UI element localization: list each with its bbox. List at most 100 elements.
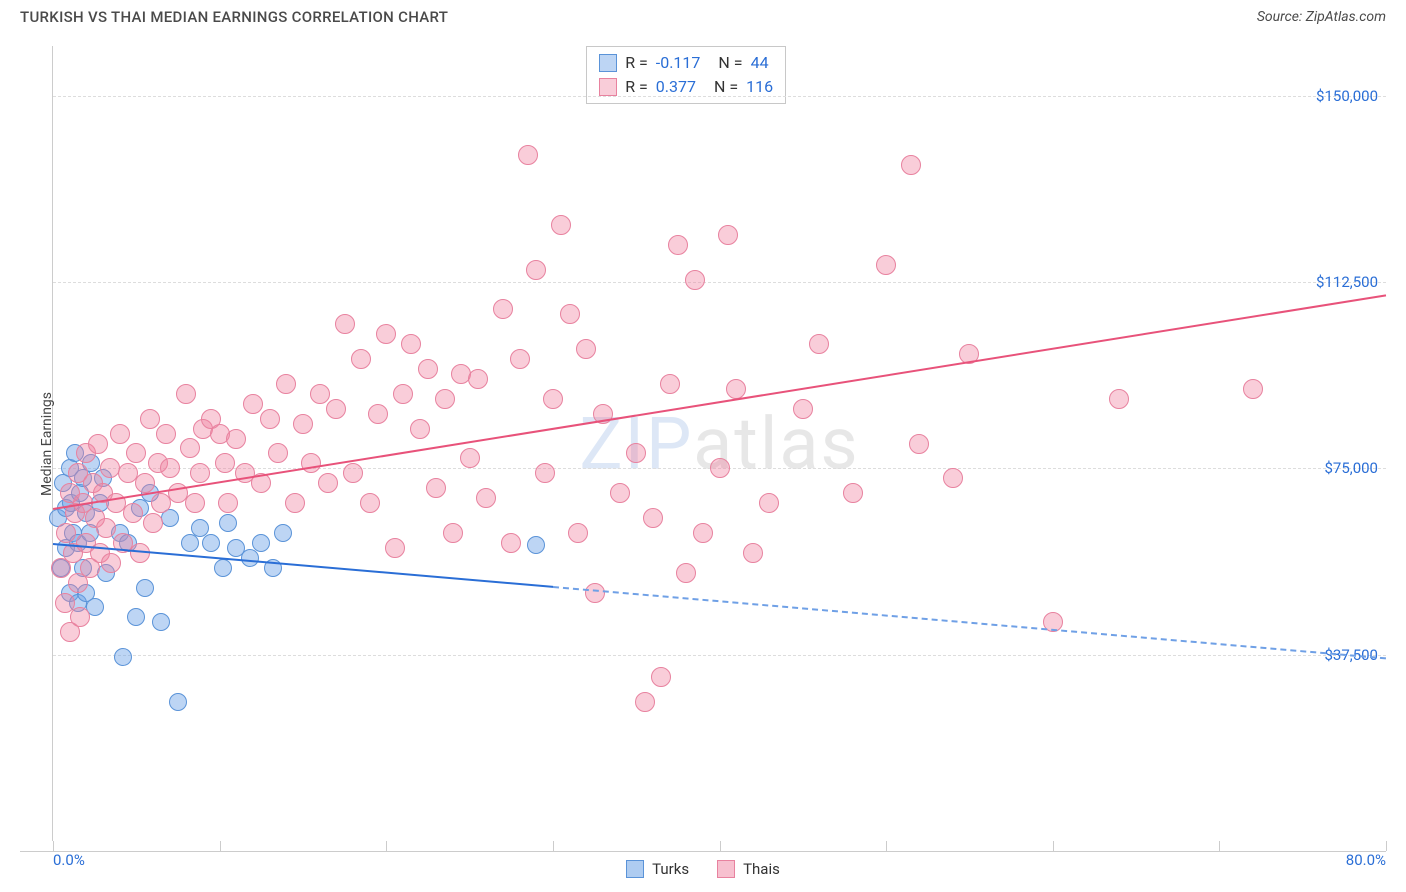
data-point <box>376 324 396 344</box>
data-point <box>568 523 588 543</box>
data-point <box>943 468 963 488</box>
data-point <box>501 533 521 553</box>
data-point <box>743 543 763 563</box>
x-tick <box>720 841 721 851</box>
source-attribution: Source: ZipAtlas.com <box>1257 9 1386 25</box>
legend-item: Turks <box>626 860 689 878</box>
legend-swatch <box>626 860 644 878</box>
data-point <box>96 518 116 538</box>
data-point <box>543 389 563 409</box>
data-point <box>809 334 829 354</box>
stat-n-value: 44 <box>751 51 769 75</box>
data-point <box>660 374 680 394</box>
data-point <box>643 508 663 528</box>
data-point <box>219 514 237 532</box>
chart-area: Median Earnings ZIPatlas R =-0.117N =44R… <box>20 36 1386 852</box>
data-point <box>468 369 488 389</box>
data-point <box>241 549 259 567</box>
data-point <box>285 493 305 513</box>
data-point <box>610 483 630 503</box>
data-point <box>718 225 738 245</box>
data-point <box>426 478 446 498</box>
y-axis-title: Median Earnings <box>39 391 55 495</box>
data-point <box>360 493 380 513</box>
data-point <box>114 648 132 666</box>
data-point <box>385 538 405 558</box>
data-point <box>759 493 779 513</box>
data-point <box>535 463 555 483</box>
x-tick <box>886 841 887 851</box>
data-point <box>140 409 160 429</box>
data-point <box>243 394 263 414</box>
data-point <box>1109 389 1129 409</box>
stat-r-label: R = <box>625 51 648 75</box>
data-point <box>88 434 108 454</box>
data-point <box>301 453 321 473</box>
x-tick <box>1053 841 1054 851</box>
x-tick <box>53 841 54 851</box>
data-point <box>276 374 296 394</box>
chart-title: TURKISH VS THAI MEDIAN EARNINGS CORRELAT… <box>20 8 448 26</box>
legend-label: Turks <box>652 860 689 878</box>
data-point <box>876 255 896 275</box>
data-point <box>635 692 655 712</box>
data-point <box>123 503 143 523</box>
data-point <box>101 553 121 573</box>
trend-line <box>553 586 1386 659</box>
data-point <box>527 536 545 554</box>
legend-label: Thais <box>743 860 780 878</box>
data-point <box>226 429 246 449</box>
data-point <box>268 443 288 463</box>
data-point <box>136 579 154 597</box>
data-point <box>56 523 76 543</box>
legend-item: Thais <box>717 860 780 878</box>
data-point <box>710 458 730 478</box>
data-point <box>518 145 538 165</box>
data-point <box>156 424 176 444</box>
y-tick-label: $112,500 <box>1316 273 1378 291</box>
data-point <box>274 524 292 542</box>
data-point <box>585 583 605 603</box>
data-point <box>418 359 438 379</box>
data-point <box>901 155 921 175</box>
data-point <box>218 493 238 513</box>
stat-n-label: N = <box>718 51 742 75</box>
data-point <box>100 458 120 478</box>
data-point <box>202 534 220 552</box>
data-point <box>260 409 280 429</box>
stat-r-value: -0.117 <box>656 51 701 75</box>
data-point <box>626 443 646 463</box>
data-point <box>70 607 90 627</box>
data-point <box>343 463 363 483</box>
data-point <box>393 384 413 404</box>
data-point <box>318 473 338 493</box>
data-point <box>676 563 696 583</box>
data-point <box>435 389 455 409</box>
data-point <box>252 534 270 552</box>
data-point <box>526 260 546 280</box>
data-point <box>214 559 232 577</box>
data-point <box>476 488 496 508</box>
legend-swatch <box>717 860 735 878</box>
x-tick <box>553 841 554 851</box>
data-point <box>668 235 688 255</box>
data-point <box>843 483 863 503</box>
data-point <box>143 513 163 533</box>
data-point <box>460 448 480 468</box>
data-point <box>127 608 145 626</box>
data-point <box>181 534 199 552</box>
data-point <box>693 523 713 543</box>
data-point <box>135 473 155 493</box>
data-point <box>169 693 187 711</box>
data-point <box>793 399 813 419</box>
data-point <box>310 384 330 404</box>
data-point <box>126 443 146 463</box>
series-swatch <box>599 78 617 96</box>
gridline <box>53 655 1386 656</box>
data-point <box>510 349 530 369</box>
data-point <box>576 339 596 359</box>
data-point <box>651 667 671 687</box>
data-point <box>560 304 580 324</box>
gridline <box>53 282 1386 283</box>
data-point <box>401 334 421 354</box>
